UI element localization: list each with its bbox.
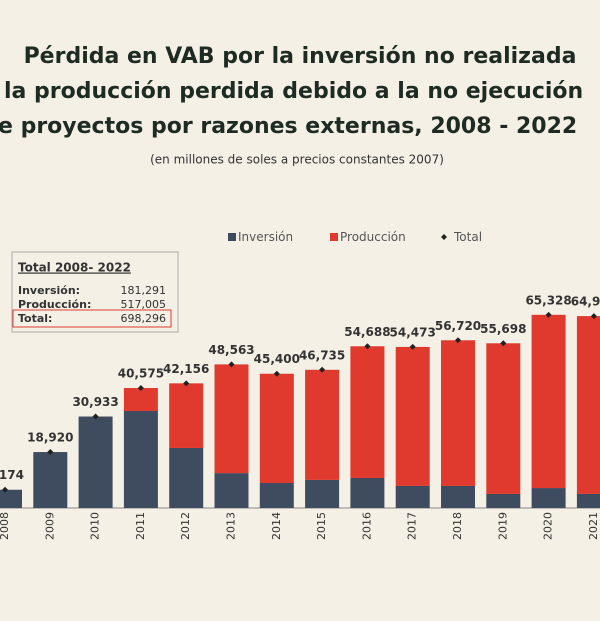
summary-label: Total: xyxy=(18,312,52,325)
total-marker xyxy=(228,361,235,368)
summary-box xyxy=(11,251,179,333)
summary-label: Inversión: xyxy=(18,284,80,297)
bar-segment xyxy=(441,485,475,508)
total-label: 42,156 xyxy=(163,362,209,376)
summary-title: Total 2008- 2022 xyxy=(18,261,131,275)
legend-swatch xyxy=(330,233,338,241)
chart-subtitle: (en millones de soles a precios constant… xyxy=(150,153,444,167)
bar-segment xyxy=(123,388,158,412)
bar-segment xyxy=(214,364,249,474)
total-marker xyxy=(409,343,416,350)
x-tick-label: 2019 xyxy=(496,512,509,540)
total-marker xyxy=(273,370,280,377)
legend-label: Inversión xyxy=(238,230,293,244)
x-tick-label: 2013 xyxy=(225,512,238,540)
summary-label: Producción: xyxy=(18,298,91,311)
x-tick-label: 2014 xyxy=(270,512,283,540)
total-label: 45,400 xyxy=(254,352,300,366)
bar-segment xyxy=(486,343,521,494)
bar-segment xyxy=(305,479,340,508)
total-label: 6,174 xyxy=(0,468,24,482)
total-label: 65,328 xyxy=(525,293,571,307)
x-tick-label: 2020 xyxy=(542,512,555,540)
x-tick-label: 2012 xyxy=(179,512,192,540)
total-label: 56,720 xyxy=(435,319,481,333)
total-label: 18,920 xyxy=(27,431,73,445)
total-marker xyxy=(500,340,507,347)
bar-segment xyxy=(169,383,204,448)
summary-value: 181,291 xyxy=(121,284,167,297)
bar-segment xyxy=(33,452,68,508)
total-label: 30,933 xyxy=(72,395,118,409)
x-tick-label: 2011 xyxy=(134,512,147,540)
bar-segment xyxy=(395,485,430,508)
total-marker xyxy=(137,385,144,392)
total-label: 40,575 xyxy=(118,367,164,381)
total-marker xyxy=(590,313,597,320)
bar-segment xyxy=(78,416,113,508)
x-tick-label: 2009 xyxy=(43,512,56,540)
bar-segment xyxy=(531,488,566,508)
total-label: 54,688 xyxy=(344,325,390,339)
bar-segment xyxy=(259,483,294,508)
x-tick-label: 2016 xyxy=(360,512,373,540)
total-label: 54,473 xyxy=(390,325,436,339)
bar-segment xyxy=(576,316,600,494)
summary-value: 517,005 xyxy=(121,298,167,311)
bar-segment xyxy=(350,477,385,508)
total-highlight xyxy=(12,309,172,328)
total-label: 46,735 xyxy=(299,348,345,362)
total-label: 64,900 xyxy=(571,295,600,309)
x-tick-label: 2021 xyxy=(587,512,600,540)
total-marker xyxy=(92,413,99,420)
summary-value: 698,296 xyxy=(121,312,167,325)
bar-segment xyxy=(531,314,566,489)
bar-segment xyxy=(576,493,600,508)
chart-title: Pérdida en VAB por la inversión no reali… xyxy=(24,44,577,69)
legend-swatch xyxy=(441,234,447,240)
total-marker xyxy=(319,366,326,373)
bar-segment xyxy=(305,369,340,480)
bar-segment xyxy=(259,373,294,484)
total-marker xyxy=(545,311,552,318)
bar-segment xyxy=(214,473,249,508)
x-tick-label: 2017 xyxy=(406,512,419,540)
chart-title: la producción perdida debido a la no eje… xyxy=(4,79,583,104)
legend-label: Total xyxy=(453,230,482,244)
bar-segment xyxy=(395,346,430,486)
total-marker xyxy=(364,343,371,350)
bar-segment xyxy=(441,340,475,486)
bar-segment xyxy=(486,493,521,508)
x-tick-label: 2015 xyxy=(315,512,328,540)
bar-segment xyxy=(0,489,22,508)
legend-label: Producción xyxy=(340,230,406,244)
total-marker xyxy=(2,486,8,493)
legend-swatch xyxy=(228,233,236,241)
total-label: 55,698 xyxy=(480,322,526,336)
total-marker xyxy=(47,449,54,456)
total-label: 48,563 xyxy=(208,343,254,357)
bar-segment xyxy=(169,447,204,508)
x-tick-label: 2008 xyxy=(0,512,11,540)
chart-title: e proyectos por razones externas, 2008 -… xyxy=(0,114,577,139)
bar-segment xyxy=(123,411,158,508)
total-marker xyxy=(183,380,190,387)
x-tick-label: 2010 xyxy=(89,512,102,540)
bar-segment xyxy=(350,346,385,478)
total-marker xyxy=(455,337,461,344)
x-tick-label: 2018 xyxy=(451,512,464,540)
